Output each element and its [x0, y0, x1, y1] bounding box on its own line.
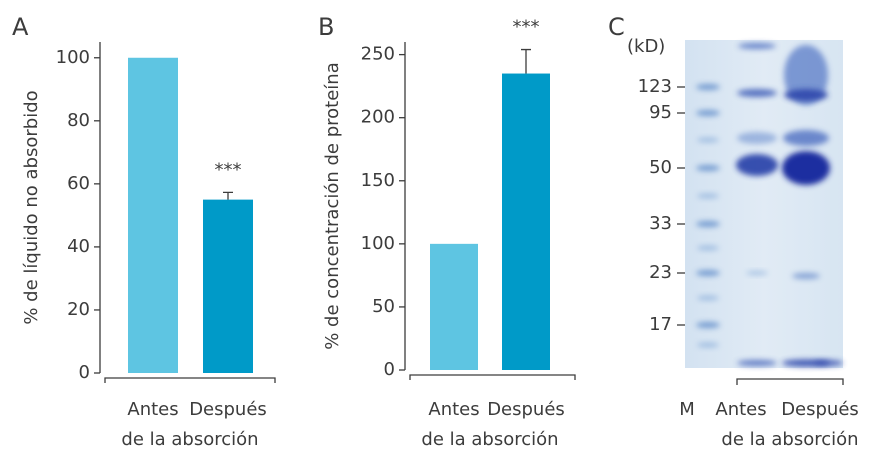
bar — [502, 74, 550, 370]
y-tick-label: 80 — [67, 110, 90, 131]
y-tick-label: 100 — [56, 47, 90, 68]
gel-band — [736, 154, 778, 176]
unit-label: (kD) — [627, 36, 665, 57]
lane-label: Después — [781, 399, 859, 420]
gel-band — [738, 43, 776, 49]
gel-band — [813, 360, 843, 366]
gel-band — [696, 270, 720, 276]
x-tick-label: Antes — [428, 399, 479, 420]
gel-band — [696, 165, 720, 171]
gel-band — [696, 84, 720, 90]
x-axis-label: de la absorción — [421, 429, 558, 450]
x-axis-label: de la absorción — [721, 429, 858, 450]
gel-band — [784, 89, 828, 101]
y-tick-label: 17 — [649, 314, 672, 335]
lane-label: M — [679, 399, 695, 420]
gel-band — [737, 360, 777, 366]
annotation: *** — [215, 159, 242, 180]
lane-bracket — [737, 379, 843, 385]
gel-band — [737, 89, 777, 97]
y-tick-label: 0 — [79, 362, 90, 383]
x-axis — [410, 375, 575, 380]
x-tick-label: Después — [189, 399, 267, 420]
y-tick-label: 40 — [67, 236, 90, 257]
x-tick-label: Después — [487, 399, 565, 420]
gel-band — [697, 343, 719, 348]
gel-band — [746, 271, 768, 275]
y-tick-label: 123 — [638, 76, 672, 97]
x-tick-label: Antes — [127, 399, 178, 420]
y-tick-label: 33 — [649, 213, 672, 234]
panel-label: B — [318, 13, 334, 41]
y-tick-label: 95 — [649, 102, 672, 123]
gel-band — [697, 296, 719, 301]
annotation: *** — [513, 17, 540, 38]
x-axis-label: de la absorción — [121, 429, 258, 450]
x-axis — [105, 378, 275, 383]
y-tick-label: 20 — [67, 299, 90, 320]
bar — [128, 58, 178, 373]
y-tick-label: 150 — [361, 170, 395, 191]
figure: A 0 20 40 60 80 100 % de líquido no absorbido An… — [0, 0, 869, 450]
y-axis-label: % de concentración de proteína — [322, 62, 343, 350]
gel-band — [782, 151, 830, 185]
gel-band — [696, 110, 720, 116]
lane-label: Antes — [715, 399, 766, 420]
y-tick-label: 100 — [361, 233, 395, 254]
gel-band — [697, 138, 719, 143]
gel-band — [697, 246, 719, 251]
gel-band — [783, 130, 829, 146]
gel-band — [737, 132, 777, 144]
y-tick-label: 0 — [384, 359, 395, 380]
y-tick-label: 23 — [649, 262, 672, 283]
error-bar — [521, 50, 531, 74]
bar — [203, 200, 253, 373]
y-tick-label: 250 — [361, 44, 395, 65]
gel-band — [792, 273, 820, 279]
error-bar — [223, 192, 233, 199]
panel-label: C — [608, 13, 625, 41]
y-axis-label: % de líquido no absorbido — [21, 90, 42, 324]
gel-band — [697, 194, 719, 199]
gel-band — [696, 322, 720, 328]
panel-label: A — [12, 13, 29, 41]
gel-band — [696, 221, 720, 227]
bar — [430, 244, 478, 370]
y-tick-label: 200 — [361, 107, 395, 128]
y-tick-label: 50 — [649, 157, 672, 178]
y-tick-label: 60 — [67, 173, 90, 194]
y-tick-label: 50 — [372, 296, 395, 317]
